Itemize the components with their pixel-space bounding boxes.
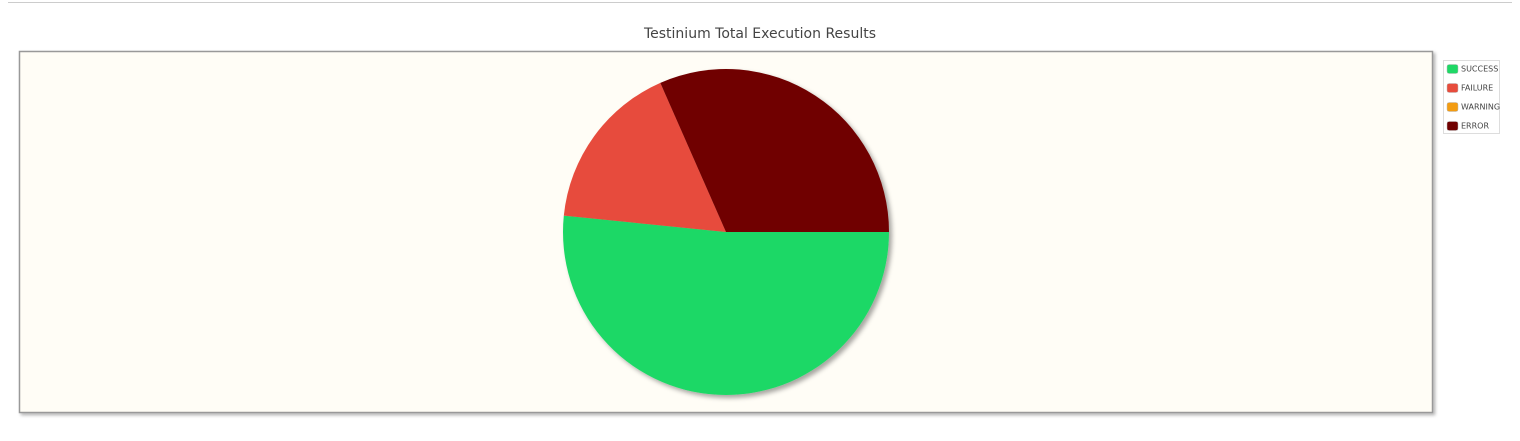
legend-swatch	[1446, 64, 1459, 74]
legend-label: WARNING	[1461, 103, 1500, 112]
legend-swatch	[1446, 102, 1459, 112]
pie-slice	[563, 82, 726, 232]
legend-swatch	[1446, 121, 1459, 131]
legend-items: SUCCESS FAILURE WARNING ERROR	[1446, 64, 1500, 131]
pie	[563, 69, 889, 396]
legend-label: ERROR	[1461, 122, 1489, 131]
pie-slice	[563, 215, 889, 396]
legend-swatch	[1446, 83, 1459, 93]
chart-title: Testinium Total Execution Results	[643, 26, 876, 42]
pie-slice	[660, 69, 889, 232]
legend-label: SUCCESS	[1461, 65, 1498, 74]
legend-label: FAILURE	[1461, 84, 1493, 93]
